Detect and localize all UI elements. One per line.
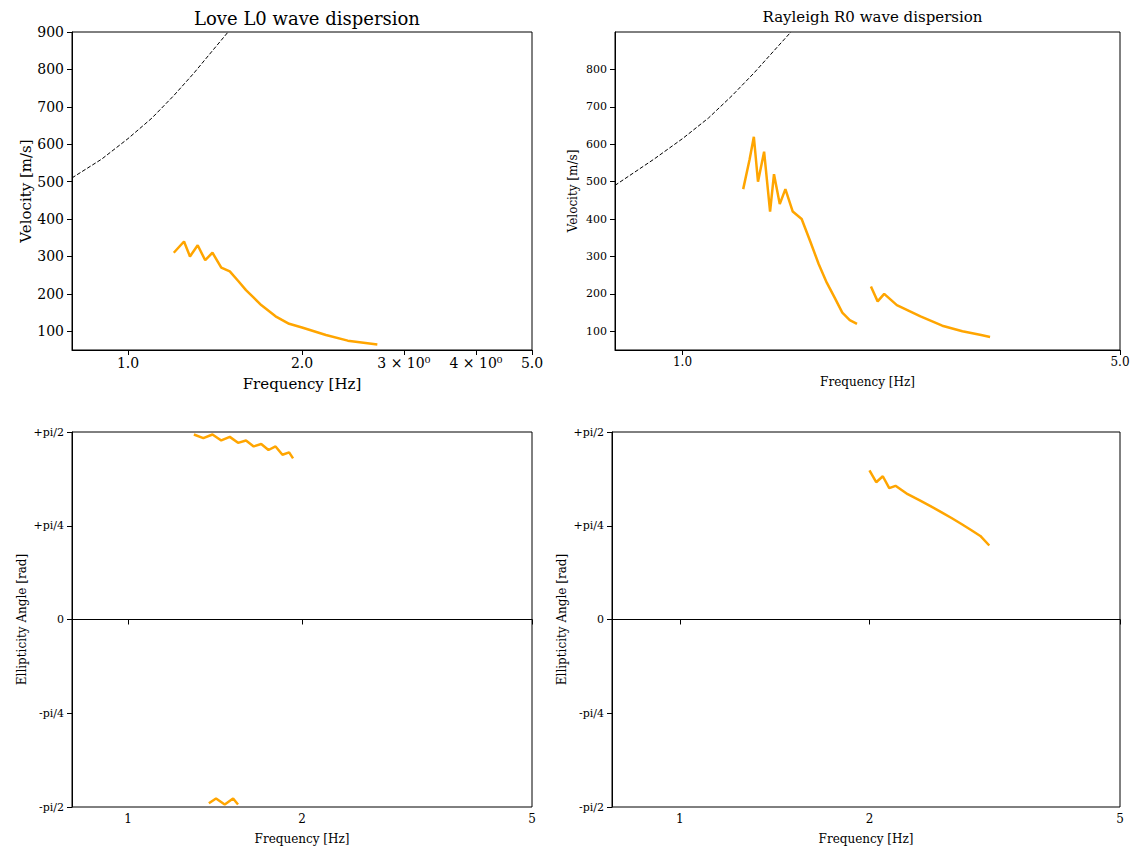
svg-text:2: 2 [298, 812, 306, 826]
svg-text:1: 1 [676, 812, 684, 826]
svg-text:800: 800 [37, 61, 64, 77]
svg-text:300: 300 [37, 248, 64, 264]
svg-text:100: 100 [586, 325, 607, 338]
svg-text:5: 5 [1116, 812, 1124, 826]
svg-text:0: 0 [597, 613, 604, 626]
svg-text:2: 2 [866, 812, 874, 826]
svg-text:Velocity [m/s]: Velocity [m/s] [566, 150, 580, 234]
svg-text:5: 5 [528, 812, 536, 826]
svg-text:2.0: 2.0 [291, 355, 313, 371]
svg-text:Frequency [Hz]: Frequency [Hz] [819, 832, 914, 846]
svg-text:700: 700 [37, 99, 64, 115]
svg-text:-pi/4: -pi/4 [39, 707, 64, 720]
svg-text:700: 700 [586, 100, 607, 113]
svg-text:5.0: 5.0 [521, 355, 543, 371]
svg-text:Frequency [Hz]: Frequency [Hz] [820, 375, 915, 389]
svg-text:-pi/2: -pi/2 [39, 801, 64, 814]
svg-text:Frequency [Hz]: Frequency [Hz] [243, 375, 362, 393]
svg-text:4 × 10⁰: 4 × 10⁰ [450, 355, 503, 371]
svg-text:400: 400 [586, 213, 607, 226]
svg-text:-pi/4: -pi/4 [579, 707, 604, 720]
svg-text:800: 800 [586, 63, 607, 76]
svg-text:+pi/2: +pi/2 [574, 426, 604, 439]
svg-text:5.0: 5.0 [1110, 355, 1129, 369]
svg-text:Love L0 wave dispersion: Love L0 wave dispersion [194, 8, 420, 29]
svg-text:400: 400 [37, 211, 64, 227]
svg-text:Ellipticity Angle [rad]: Ellipticity Angle [rad] [15, 554, 29, 685]
svg-text:100: 100 [37, 323, 64, 339]
svg-text:1.0: 1.0 [117, 355, 139, 371]
svg-text:3 × 10⁰: 3 × 10⁰ [377, 355, 430, 371]
svg-text:1: 1 [124, 812, 132, 826]
svg-text:+pi/4: +pi/4 [574, 519, 604, 532]
svg-text:1.0: 1.0 [673, 355, 692, 369]
svg-text:+pi/2: +pi/2 [34, 426, 64, 439]
svg-text:500: 500 [37, 174, 64, 190]
svg-text:Ellipticity Angle [rad]: Ellipticity Angle [rad] [555, 554, 569, 685]
svg-text:+pi/4: +pi/4 [34, 519, 64, 532]
svg-text:Rayleigh R0 wave dispersion: Rayleigh R0 wave dispersion [763, 8, 983, 26]
svg-text:200: 200 [37, 286, 64, 302]
svg-text:-pi/2: -pi/2 [579, 801, 604, 814]
svg-text:Velocity [m/s]: Velocity [m/s] [17, 139, 35, 243]
svg-text:600: 600 [37, 136, 64, 152]
svg-text:500: 500 [586, 175, 607, 188]
svg-text:Frequency [Hz]: Frequency [Hz] [255, 832, 350, 846]
svg-text:300: 300 [586, 250, 607, 263]
svg-text:0: 0 [57, 613, 64, 626]
svg-text:900: 900 [37, 24, 64, 40]
svg-text:600: 600 [586, 138, 607, 151]
svg-text:200: 200 [586, 287, 607, 300]
